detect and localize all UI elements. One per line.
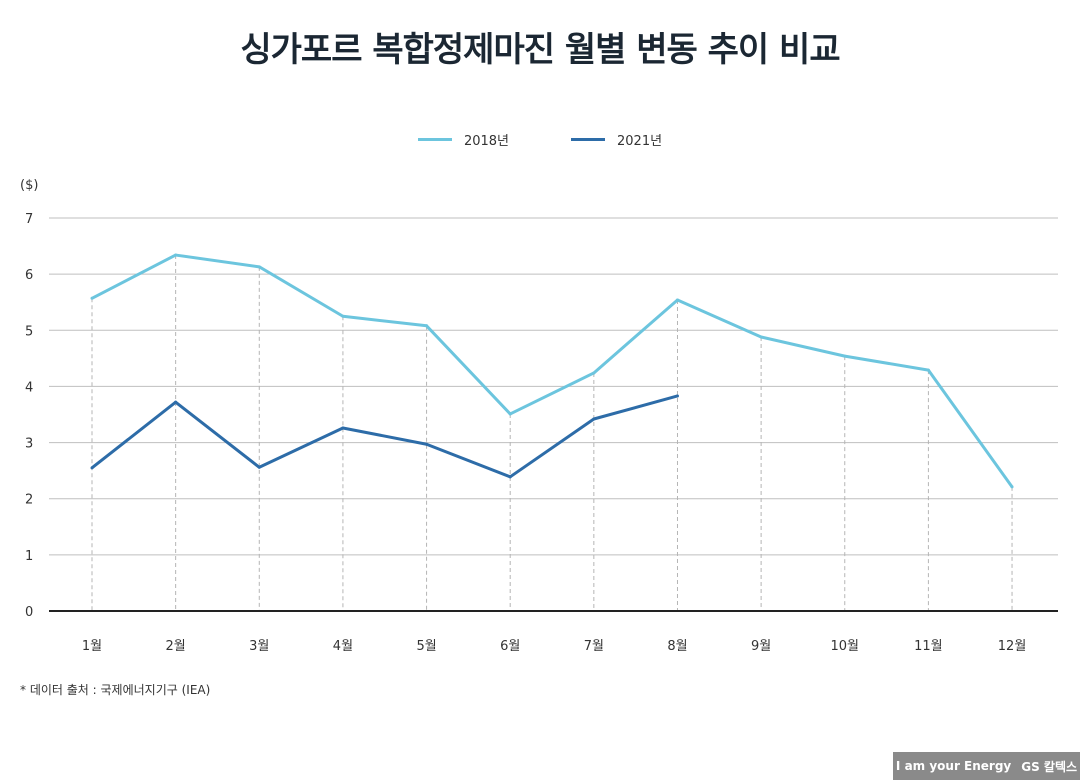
y-axis-unit: ($) [20,178,39,193]
x-tick-label: 6월 [500,639,520,654]
data-point [508,412,512,416]
x-tick-label: 9월 [751,639,771,654]
x-tick-label: 1월 [82,639,102,654]
series-line-2021년 [91,394,678,479]
y-tick-label: 1 [25,549,33,564]
x-tick-label: 4월 [333,639,353,654]
data-point [174,400,178,404]
source-note: * 데이터 출처 : 국제에너지기구 (IEA) [20,683,211,697]
x-tick-label: 12월 [998,639,1027,654]
data-point [90,466,94,470]
legend-swatch-2021 [571,138,605,141]
chart-title: 싱가포르 복합정제마진 월별 변동 추이 비교 [240,30,840,70]
y-tick-label: 5 [25,324,33,339]
legend-label-2021: 2021년 [617,134,663,149]
data-point [341,426,345,430]
legend-label-2018: 2018년 [463,134,509,149]
y-tick-label: 7 [25,212,33,227]
data-point [425,324,429,328]
x-tick-label: 10월 [831,639,860,654]
legend: 2018년 2021년 [0,130,1080,149]
y-tick-label: 2 [25,493,33,508]
x-tick-label: 7월 [584,639,604,654]
data-point [174,253,178,257]
x-tick-label: 3월 [249,639,269,654]
logo-slogan: I am your Energy [895,759,1012,773]
data-point [592,417,596,421]
data-point [341,314,345,318]
data-point [926,368,930,372]
gs-caltex-logo: I am your Energy GS 칼텍스 [893,752,1080,780]
y-tick-label: 4 [25,380,33,395]
data-point [257,265,261,269]
data-point [675,394,679,398]
data-point [675,298,679,302]
legend-swatch-2018 [417,138,452,141]
data-point [592,371,596,375]
x-tick-label: 8월 [667,639,687,654]
data-point [843,354,847,358]
y-tick-label: 6 [25,268,33,283]
x-tick-label: 11월 [914,639,943,654]
data-point [90,296,94,300]
legend-item-2021: 2021년 [571,130,662,149]
x-tick-label: 5월 [416,639,436,654]
data-point [759,335,763,339]
data-point [1010,485,1014,489]
y-tick-label: 0 [25,605,33,620]
legend-item-2018: 2018년 [417,130,509,149]
data-point [425,442,429,446]
data-point [508,475,512,479]
x-tick-label: 2월 [166,639,186,654]
series-line-2018년 [91,253,1014,488]
logo-brand: GS 칼텍스 [1021,759,1078,774]
y-tick-label: 3 [25,437,33,452]
data-point [257,465,261,469]
